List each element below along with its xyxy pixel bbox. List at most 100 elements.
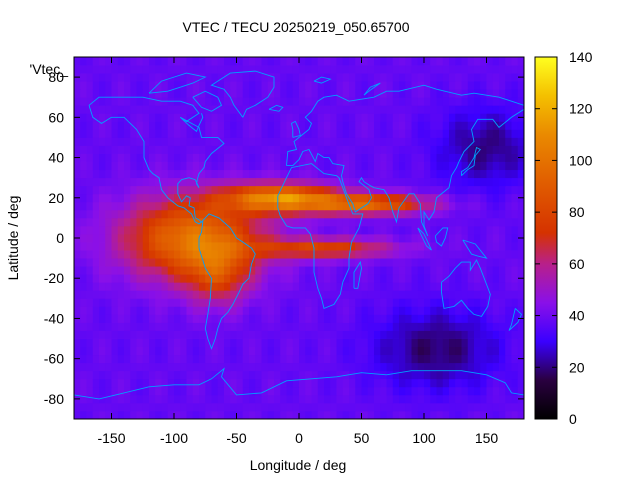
heatmap-cell [461,274,469,283]
heatmap-cell [361,386,369,396]
heatmap-cell [255,370,262,380]
heatmap-cell [236,378,244,388]
heatmap-cell [205,225,212,235]
heatmap-cell [117,57,125,66]
heatmap-cell [199,97,206,106]
heatmap-cell [261,89,269,98]
heatmap-cell [136,57,144,66]
heatmap-cell [274,386,281,396]
heatmap-cell [311,410,319,419]
heatmap-cell [442,354,450,364]
heatmap-cell [149,225,156,235]
heatmap-cell [136,274,144,283]
heatmap-cell [167,57,175,66]
heatmap-cell [405,105,412,114]
heatmap-cell [280,370,287,380]
heatmap-cell [361,370,369,380]
heatmap-cell [480,89,487,98]
heatmap-cell [349,225,356,235]
heatmap-cell [174,209,181,219]
heatmap-cell [155,258,162,267]
heatmap-cell [211,282,219,291]
heatmap-cell [236,370,244,380]
heatmap-cell [330,370,337,380]
heatmap-cell [311,354,319,364]
heatmap-cell [349,298,356,307]
heatmap-cell [199,242,206,251]
heatmap-cell [417,322,425,331]
heatmap-cell [136,338,144,347]
heatmap-cell [405,121,412,130]
heatmap-cell [461,89,469,98]
heatmap-cell [417,153,425,162]
heatmap-cell [255,282,262,291]
heatmap-cell [374,290,381,299]
heatmap-cell [224,233,231,243]
heatmap-cell [436,362,444,372]
heatmap-cell [305,169,312,179]
heatmap-cell [449,314,456,323]
heatmap-cell [286,209,294,219]
heatmap-cell [442,314,450,323]
heatmap-cell [292,306,300,315]
heatmap-cell [286,233,294,243]
heatmap-cell [517,370,524,380]
heatmap-cell [92,177,100,187]
heatmap-cell [80,185,87,195]
heatmap-cell [111,354,119,364]
heatmap-cell [286,145,294,154]
heatmap-cell [149,233,156,243]
heatmap-cell [392,233,400,243]
heatmap-cell [455,386,462,396]
heatmap-cell [142,362,150,372]
heatmap-cell [505,225,512,235]
heatmap-cell [292,282,300,291]
heatmap-cell [230,193,237,203]
heatmap-cell [199,65,206,74]
heatmap-cell [255,81,262,90]
heatmap-cell [430,282,437,291]
heatmap-cell [411,217,419,227]
heatmap-cell [505,402,512,412]
heatmap-cell [280,129,287,138]
heatmap-cell [430,266,437,275]
heatmap-cell [149,145,156,154]
heatmap-cell [374,129,381,138]
heatmap-cell [336,185,344,195]
heatmap-cell [411,137,419,146]
heatmap-cell [455,113,462,122]
heatmap-cell [92,410,100,419]
heatmap-cell [317,290,325,299]
heatmap-cell [442,161,450,171]
heatmap-cell [99,185,106,195]
heatmap-cell [142,201,150,211]
heatmap-cell [255,298,262,307]
heatmap-cell [280,266,287,275]
heatmap-cell [124,346,131,356]
heatmap-cell [280,89,287,98]
heatmap-cell [261,225,269,235]
heatmap-cell [505,121,512,130]
heatmap-cell [417,282,425,291]
heatmap-cell [299,346,306,356]
heatmap-cell [292,121,300,130]
heatmap-cell [492,97,500,106]
heatmap-cell [486,386,494,396]
heatmap-cell [124,201,131,211]
heatmap-cell [255,266,262,275]
heatmap-cell [480,346,487,356]
heatmap-cell [486,161,494,171]
heatmap-cell [299,57,306,66]
heatmap-cell [486,330,494,339]
heatmap-cell [411,145,419,154]
heatmap-cell [480,129,487,138]
heatmap-cell [436,378,444,388]
heatmap-cell [267,258,275,267]
heatmap-cell [117,169,125,179]
heatmap-cell [286,354,294,364]
heatmap-cell [205,266,212,275]
heatmap-cell [305,105,312,114]
heatmap-cell [155,314,162,323]
heatmap-cell [236,105,244,114]
heatmap-cell [455,282,462,291]
